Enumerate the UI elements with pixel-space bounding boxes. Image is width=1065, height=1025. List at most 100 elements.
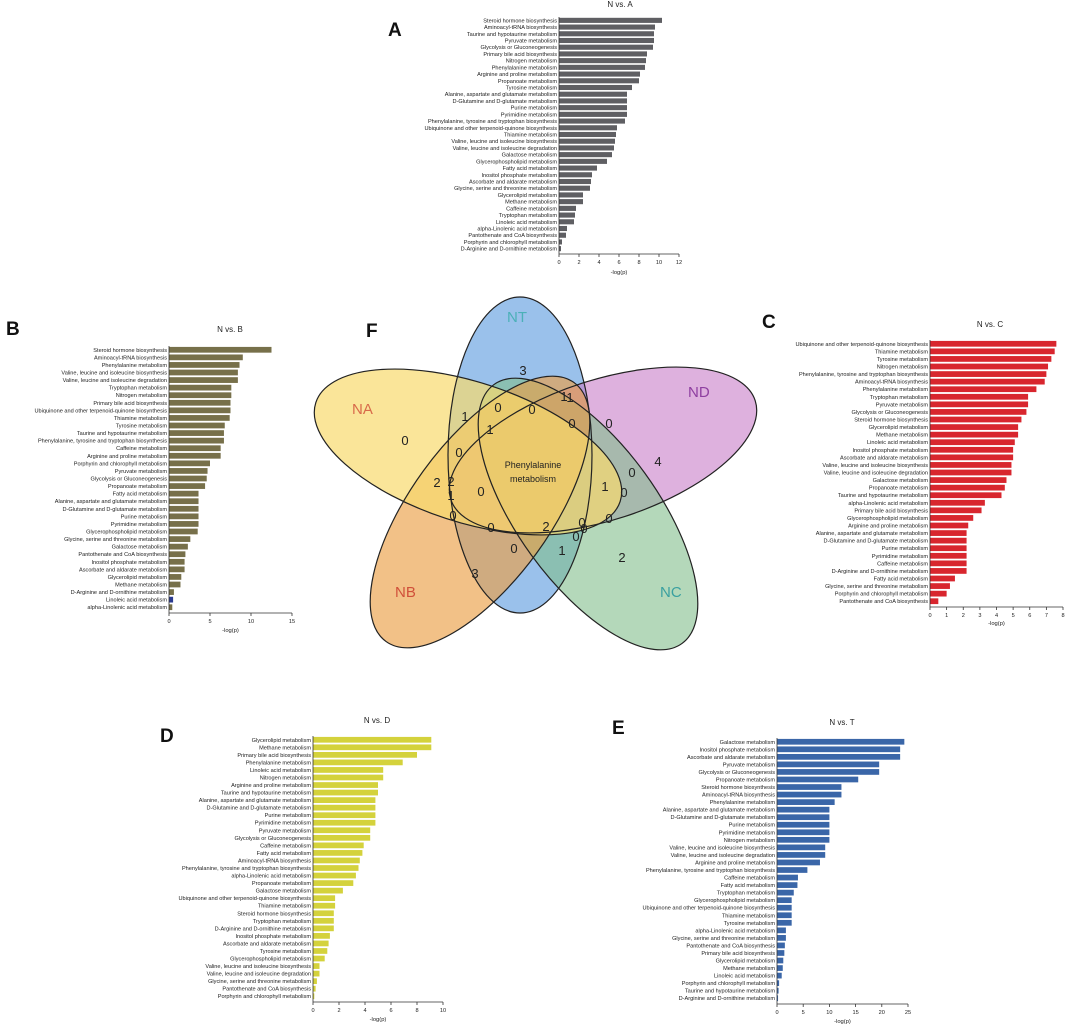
bar [930, 552, 967, 559]
bar [169, 392, 232, 399]
category-label: Valine, leucine and isoleucine biosynthe… [822, 463, 928, 469]
bar [777, 904, 792, 911]
category-label: Pyruvate metabolism [505, 39, 558, 45]
category-label: Ascorbate and aldarate metabolism [840, 455, 928, 461]
x-axis-label: -log(p) [222, 628, 239, 634]
x-axis-label: -log(p) [611, 270, 628, 276]
category-label: Aminoacyl-tRNA biosynthesis [855, 380, 928, 386]
category-label: Phenylalanine metabolism [492, 65, 558, 71]
bar [930, 356, 1052, 362]
x-tick-label: 5 [1012, 613, 1015, 619]
bar [930, 568, 967, 574]
bar [169, 437, 224, 444]
bar [777, 738, 905, 745]
x-tick-label: 10 [656, 260, 662, 266]
category-label: Taurine and hypotaurine metabolism [685, 989, 776, 995]
venn-count: 0 [477, 484, 484, 499]
category-label: Porphyrin and chlorophyll metabolism [835, 592, 929, 598]
bar [559, 105, 627, 111]
bar [559, 118, 625, 124]
venn-count: 2 [542, 519, 549, 534]
bar [169, 581, 181, 588]
bar [559, 111, 627, 117]
category-label: Galactose metabolism [873, 478, 929, 484]
venn-label-nd: ND [688, 384, 710, 401]
bar [559, 78, 639, 84]
venn-count: 1 [566, 390, 573, 405]
bar [313, 872, 356, 879]
bar [777, 927, 786, 934]
venn-count: 0 [455, 445, 462, 460]
category-label: Methane metabolism [876, 433, 928, 439]
category-label: D-Arginine and D-ornithine metabolism [215, 926, 312, 932]
category-label: Pantothenate and CoA biosynthesis [222, 987, 311, 993]
bar [313, 767, 384, 773]
bar [559, 199, 583, 205]
category-label: D-Glutamine and D-glutamate metabolism [63, 507, 168, 513]
bar [930, 409, 1027, 415]
category-label: Phenylalanine, tyrosine and tryptophan b… [428, 119, 557, 125]
category-label: D-Glutamine and D-glutamate metabolism [824, 539, 929, 545]
category-label: alpha-Linolenic acid metabolism [87, 605, 167, 611]
category-label: Primary bile acid biosynthesis [93, 401, 167, 407]
x-tick-label: 25 [905, 1010, 911, 1016]
bar [559, 44, 653, 50]
bar [313, 970, 320, 977]
category-label: Phenylalanine, tyrosine and tryptophan b… [38, 439, 167, 445]
bar [930, 454, 1014, 461]
chart-title: N vs. T [829, 718, 854, 727]
bar [169, 543, 188, 550]
category-label: Alanine, aspartate and glutamate metabol… [816, 531, 929, 537]
bar [559, 158, 607, 164]
bar [313, 925, 334, 932]
bar [777, 889, 794, 896]
category-label: Caffeine metabolism [506, 206, 557, 212]
category-label: Valine, leucine and isoleucine biosynthe… [451, 139, 557, 145]
category-label: Ubiquinone and other terpenoid-quinone b… [35, 408, 168, 414]
bar [559, 212, 575, 218]
category-label: Tryptophan metabolism [499, 213, 558, 219]
category-label: Ascorbate and aldarate metabolism [79, 567, 167, 573]
bar [169, 483, 206, 489]
bar [777, 972, 782, 979]
category-label: Phenylalanine metabolism [710, 800, 776, 806]
chart-title: N vs. D [364, 716, 390, 725]
chart-a: N vs. A Steroid hormone biosynthesisAmino… [425, 0, 683, 276]
bar [169, 498, 199, 505]
category-label: Ubiquinone and other terpenoid-quinone b… [425, 126, 558, 132]
bar [777, 987, 779, 994]
bar [169, 415, 230, 421]
category-label: Fatty acid metabolism [257, 851, 312, 857]
category-label: Ascorbate and aldarate metabolism [223, 941, 311, 947]
venn-diagram: NT ND NC NB NA Phenylalanine metabolism … [313, 296, 758, 651]
x-tick-label: 6 [617, 260, 620, 266]
category-label: Valine, leucine and isoleucine degradati… [63, 378, 167, 384]
category-label: Nitrogen metabolism [260, 775, 312, 781]
category-label: Glycerophospholipid metabolism [694, 898, 775, 904]
bar [930, 363, 1049, 370]
venn-label-nt: NT [507, 309, 527, 326]
category-label: Alanine, aspartate and glutamate metabol… [55, 499, 168, 505]
venn-outline-na [313, 368, 623, 536]
bar [777, 980, 780, 987]
category-label: Pantothenate and CoA biosynthesis [78, 552, 167, 558]
category-label: Propanoate metabolism [869, 486, 928, 492]
bar [930, 484, 1005, 491]
venn-count: 0 [401, 433, 408, 448]
bar [777, 874, 798, 881]
venn-count: 1 [486, 422, 493, 437]
bar [313, 774, 384, 781]
category-label: alpha-Linolenic acid metabolism [231, 874, 311, 880]
venn-center-label-line2: metabolism [510, 474, 556, 484]
bar [313, 895, 336, 902]
category-label: Glycine, serine and threonine metabolism [208, 979, 311, 985]
bar [777, 950, 785, 956]
bar [313, 940, 329, 947]
bar [313, 827, 371, 834]
category-label: Primary bile acid biosynthesis [483, 52, 557, 58]
x-tick-label: 5 [802, 1010, 805, 1016]
bar [169, 558, 185, 565]
bar [169, 346, 272, 353]
bar [169, 430, 224, 436]
